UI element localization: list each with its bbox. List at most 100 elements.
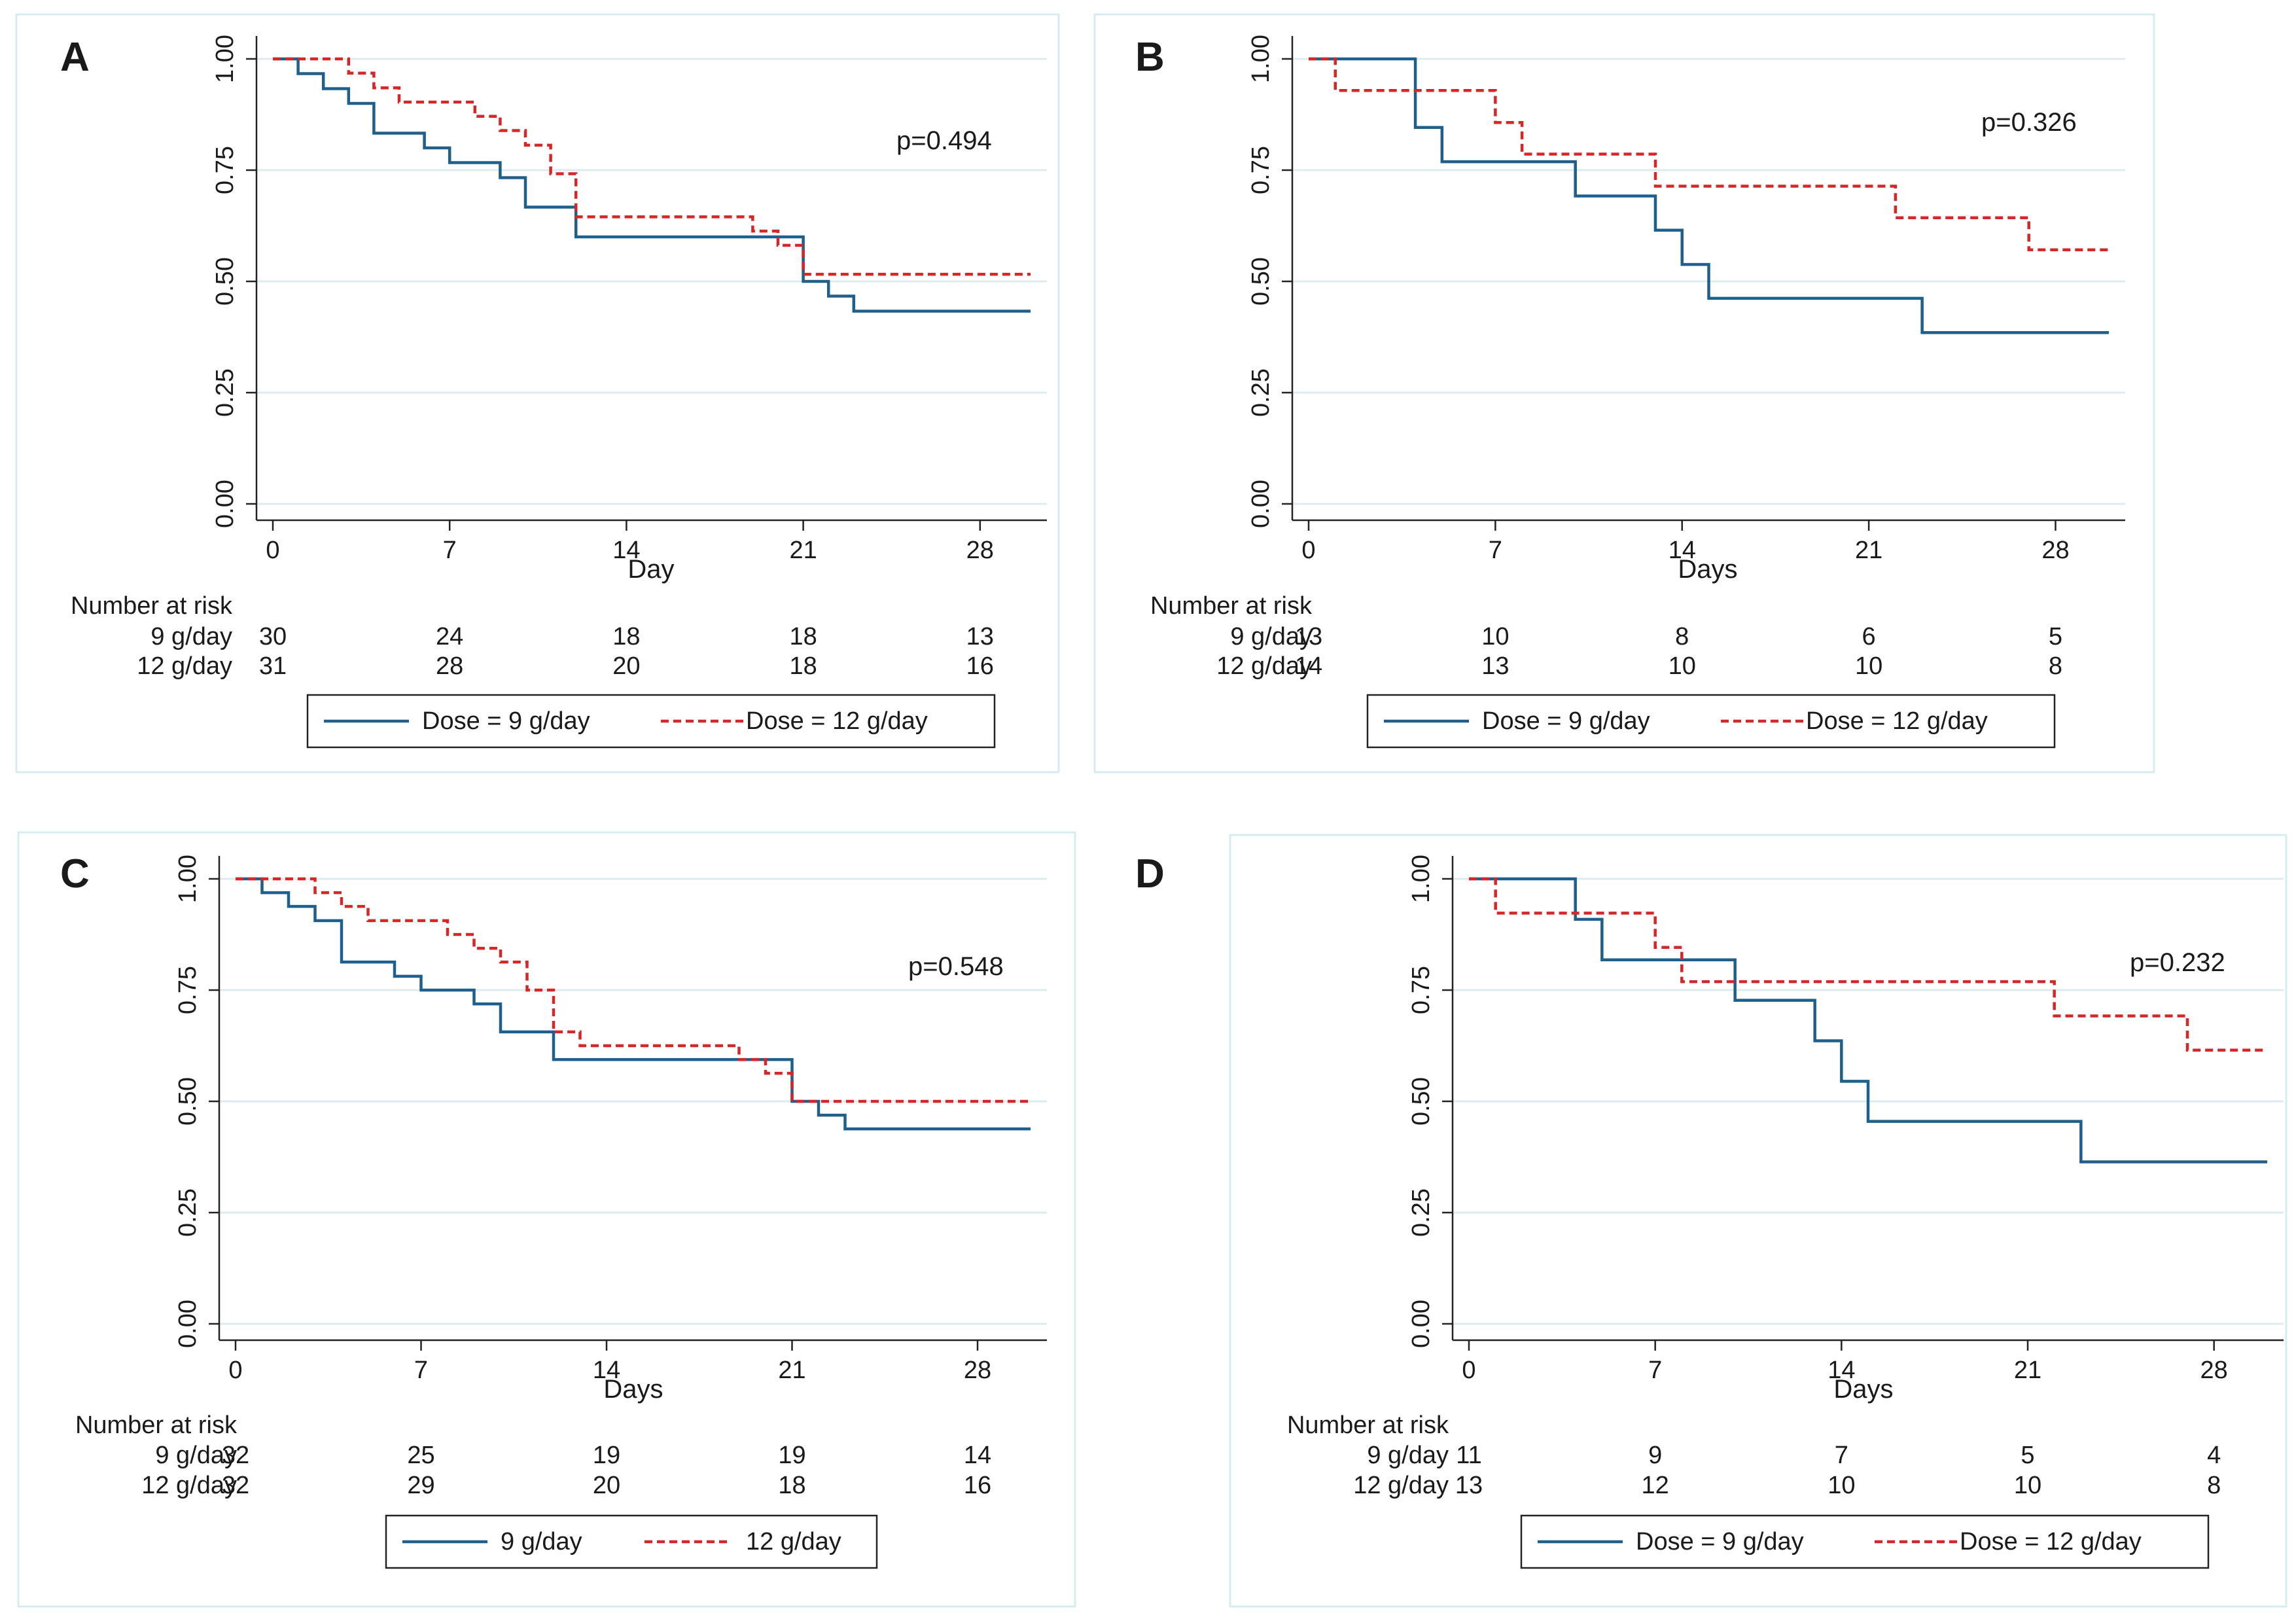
y-tick-label: 0.00 (211, 480, 239, 528)
x-tick-label: 14 (612, 537, 640, 564)
curve-12-g-day (273, 57, 1031, 276)
risk-count: 18 (778, 1472, 805, 1499)
risk-count: 10 (1855, 652, 1882, 680)
x-axis-title: Days (603, 1375, 663, 1404)
legend-label-12-g-day: Dose = 12 g/day (746, 707, 928, 735)
y-tick-label: 0.00 (174, 1300, 202, 1348)
risk-count: 14 (964, 1442, 991, 1469)
risk-count: 13 (1295, 623, 1322, 650)
legend-label-12-g-day: 12 g/day (746, 1528, 841, 1555)
risk-count: 9 (1648, 1442, 1662, 1469)
x-axis-title: Days (1833, 1375, 1893, 1404)
y-tick-label: 0.25 (1407, 1188, 1435, 1237)
risk-count: 19 (778, 1442, 805, 1469)
x-tick-label: 28 (2041, 537, 2069, 564)
x-tick-label: 28 (964, 1357, 991, 1384)
risk-row-label: 12 g/day (137, 652, 232, 680)
risk-count: 7 (1835, 1442, 1848, 1469)
risk-row-label: 9 g/day (1367, 1442, 1449, 1469)
p-value: p=0.548 (908, 952, 1004, 981)
x-tick-label: 7 (1489, 537, 1502, 564)
risk-count: 10 (2014, 1472, 2041, 1499)
risk-row-label: 9 g/day (150, 623, 232, 650)
legend-label-9-g-day: Dose = 9 g/day (422, 707, 590, 735)
curve-12-g-day (1309, 57, 2109, 251)
panel-label: B (1135, 35, 1165, 80)
x-tick-label: 14 (1669, 537, 1696, 564)
y-tick-label: 0.00 (1247, 480, 1275, 528)
x-tick-label: 21 (1855, 537, 1882, 564)
risk-count: 24 (436, 623, 463, 650)
x-tick-label: 0 (1462, 1357, 1475, 1384)
curve-9-g-day (273, 57, 1031, 313)
legend-box (385, 1514, 878, 1569)
risk-count: 8 (2049, 652, 2062, 680)
x-tick-label: 28 (966, 537, 994, 564)
risk-row-label: 12 g/day (1216, 652, 1312, 680)
panel-b: 0.00 0.25 0.50 0.75 1.00 0 7 14 21 28 Days Bp=0.326… (1093, 13, 2155, 773)
risk-count: 8 (2207, 1472, 2221, 1499)
risk-count: 19 (593, 1442, 620, 1469)
y-tick-label: 0.50 (211, 257, 239, 306)
legend-box (306, 694, 996, 749)
risk-count: 31 (259, 652, 287, 680)
risk-count: 10 (1828, 1472, 1855, 1499)
curve-9-g-day (1469, 877, 2267, 1164)
p-value: p=0.232 (2130, 948, 2225, 977)
y-tick-label: 0.25 (174, 1188, 202, 1237)
curve-12-g-day (236, 877, 1031, 1103)
y-tick-label: 0.75 (1407, 966, 1435, 1014)
panel-label: D (1135, 851, 1165, 897)
risk-count: 16 (964, 1472, 991, 1499)
x-tick-label: 7 (414, 1357, 428, 1384)
risk-count: 6 (1862, 623, 1876, 650)
risk-count: 16 (966, 652, 994, 680)
x-tick-label: 21 (2014, 1357, 2041, 1384)
x-tick-label: 7 (1648, 1357, 1662, 1384)
risk-count: 13 (1455, 1472, 1483, 1499)
y-tick-label: 1.00 (174, 855, 202, 903)
panel-border (1229, 834, 2287, 1608)
risk-count: 18 (612, 623, 640, 650)
risk-count: 20 (593, 1472, 620, 1499)
panel-border (17, 831, 1076, 1608)
risk-count: 32 (222, 1472, 249, 1499)
x-tick-label: 28 (2200, 1357, 2228, 1384)
risk-table-title: Number at risk (71, 592, 233, 620)
y-tick-label: 0.75 (211, 146, 239, 194)
risk-count: 18 (789, 652, 817, 680)
x-axis-title: Day (627, 555, 674, 584)
x-tick-label: 14 (1828, 1357, 1855, 1384)
risk-table-title: Number at risk (75, 1412, 238, 1439)
risk-count: 5 (2049, 623, 2062, 650)
panel-label: C (60, 851, 90, 897)
risk-row-label: 12 g/day (1353, 1472, 1449, 1499)
panel-c: 0.00 0.25 0.50 0.75 1.00 0 7 14 21 28 Days Cp=0.548… (17, 831, 1076, 1608)
x-tick-label: 0 (228, 1357, 242, 1384)
risk-count: 12 (1642, 1472, 1669, 1499)
risk-count: 4 (2207, 1442, 2221, 1469)
risk-count: 29 (407, 1472, 434, 1499)
y-tick-label: 0.50 (1407, 1077, 1435, 1126)
risk-count: 5 (2021, 1442, 2034, 1469)
panel-d: 0.00 0.25 0.50 0.75 1.00 0 7 14 21 28 Days Dp=0.232… (1135, 834, 2287, 1608)
risk-table-title: Number at risk (1150, 592, 1313, 620)
risk-count: 13 (1481, 652, 1509, 680)
x-tick-label: 7 (443, 537, 457, 564)
risk-count: 14 (1295, 652, 1322, 680)
legend-box (1520, 1514, 2210, 1569)
legend-label-9-g-day: Dose = 9 g/day (1636, 1528, 1804, 1555)
y-tick-label: 0.25 (211, 368, 239, 417)
risk-row-label: 9 g/day (155, 1442, 237, 1469)
legend-label-12-g-day: Dose = 12 g/day (1960, 1528, 2142, 1555)
p-value: p=0.326 (1981, 108, 2077, 137)
x-tick-label: 0 (1301, 537, 1315, 564)
risk-count: 20 (612, 652, 640, 680)
legend-label-9-g-day: 9 g/day (501, 1528, 582, 1555)
risk-count: 10 (1481, 623, 1509, 650)
panel-a: 0.00 0.25 0.50 0.75 1.00 0 7 14 21 28 Day Ap=0.494 N… (15, 13, 1060, 773)
y-tick-label: 0.00 (1407, 1300, 1435, 1348)
legend-box (1366, 694, 2056, 749)
risk-count: 11 (1456, 1442, 1481, 1469)
